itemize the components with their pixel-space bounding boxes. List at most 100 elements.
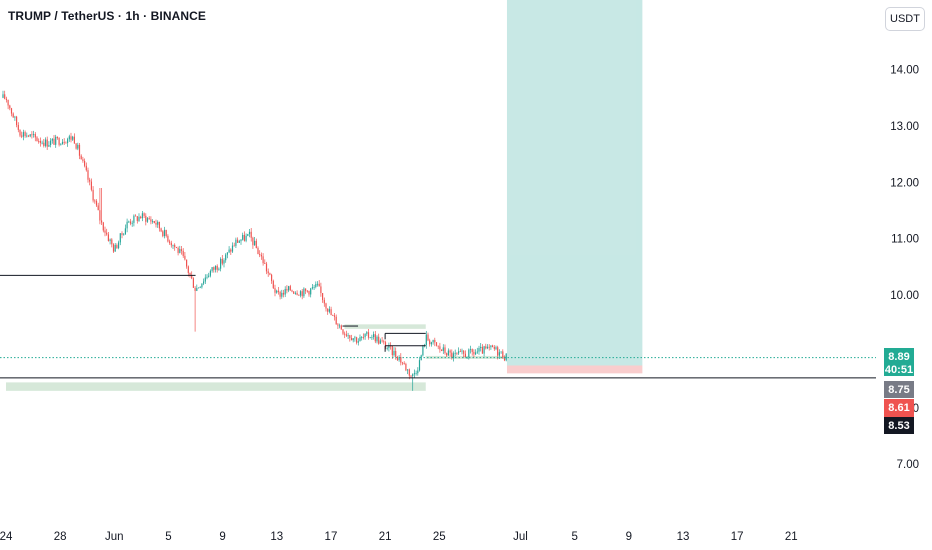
candle-body [274, 288, 276, 293]
candle [325, 302, 327, 312]
candle [468, 348, 470, 360]
candle [374, 330, 376, 344]
candle-body [158, 221, 160, 229]
candle [184, 252, 186, 261]
candle [306, 289, 308, 293]
candle-body [379, 340, 381, 344]
candle-body [95, 200, 98, 206]
candle [85, 162, 87, 172]
candle-body [401, 362, 404, 364]
candle-body [245, 235, 247, 241]
candle-body [296, 292, 298, 295]
candle [267, 268, 269, 277]
candle [233, 242, 235, 247]
candle-body [118, 242, 120, 249]
candle [398, 355, 400, 362]
candle [16, 115, 18, 128]
candle-body [131, 222, 133, 224]
candle-body [333, 315, 336, 317]
x-tick-label: 21 [379, 531, 392, 543]
candle-body [481, 346, 483, 354]
candle [129, 218, 132, 226]
candle-body [194, 287, 196, 291]
candle [381, 336, 383, 343]
candle-body [475, 352, 477, 355]
candle [282, 289, 285, 298]
candle [449, 349, 451, 357]
candle-body [361, 336, 363, 338]
candle-body [271, 274, 273, 281]
candle [175, 246, 177, 249]
candle-body [124, 228, 126, 235]
candle-body [199, 287, 201, 289]
candle [27, 134, 30, 138]
candle-body [80, 155, 82, 160]
candle-body [281, 292, 283, 297]
candle [138, 213, 140, 222]
candle-body [505, 353, 507, 361]
candle [204, 274, 206, 284]
candle [323, 297, 325, 307]
candle [155, 219, 157, 228]
highlight-zone-0 [6, 382, 426, 391]
candle-body [371, 337, 373, 338]
candle-body [163, 229, 166, 237]
candle-body [17, 125, 19, 130]
candle [386, 346, 388, 351]
currency-button[interactable]: USDT [885, 7, 925, 31]
candle [201, 283, 203, 289]
candle [271, 273, 273, 284]
candle-body [119, 233, 121, 243]
candle [111, 238, 113, 248]
candle-body [305, 288, 307, 291]
candle [444, 344, 446, 355]
candle [401, 361, 404, 366]
candle-body [395, 350, 397, 357]
candle [327, 308, 329, 315]
candle [56, 136, 58, 140]
candle [226, 252, 228, 259]
candle-body [179, 249, 181, 253]
candle-body [463, 350, 465, 354]
candle-body [497, 347, 499, 356]
candle-body [332, 315, 334, 316]
candle-body [486, 346, 489, 349]
candle-body [259, 254, 261, 256]
candle-body [396, 356, 398, 361]
candle-body [345, 334, 347, 336]
candle [260, 252, 262, 260]
candle [77, 142, 79, 151]
candle-body [282, 292, 285, 295]
candle [118, 240, 120, 250]
candle-body [50, 140, 52, 146]
candle [503, 355, 506, 362]
candle-body [364, 333, 366, 338]
candle-body [233, 245, 235, 247]
candle [158, 221, 160, 232]
candle [356, 336, 358, 345]
candle [19, 129, 21, 138]
candle [145, 213, 147, 226]
candle [211, 266, 213, 273]
candle-body [39, 141, 41, 143]
candle-body [362, 336, 364, 338]
candle [483, 345, 485, 357]
candle [172, 244, 174, 249]
candle-body [43, 142, 45, 146]
candle [87, 167, 89, 183]
candle-body [55, 136, 57, 145]
candle-body [308, 290, 310, 295]
candle [22, 129, 24, 141]
candle-body [201, 283, 203, 288]
candle-body [444, 347, 446, 354]
candle [192, 277, 194, 288]
candle-body [196, 288, 198, 291]
stop-zone [506, 365, 643, 374]
candle [364, 333, 366, 340]
candle [466, 356, 468, 359]
candle-body [243, 234, 245, 241]
x-tick-label: Jul [513, 531, 528, 543]
candle [303, 287, 305, 298]
entry-badge-bg [884, 381, 914, 398]
